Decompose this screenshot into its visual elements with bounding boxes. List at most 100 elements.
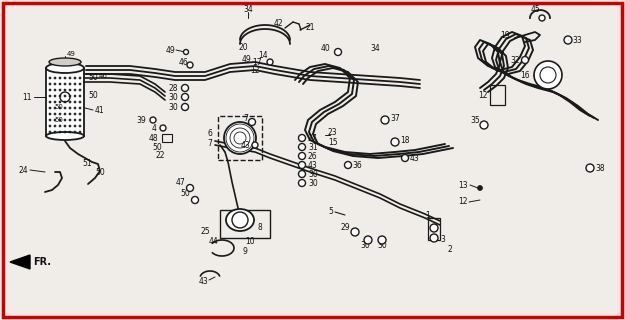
Circle shape [74, 89, 76, 91]
Circle shape [79, 107, 81, 109]
Text: FR.: FR. [33, 257, 51, 267]
Circle shape [79, 95, 81, 97]
Circle shape [430, 224, 438, 232]
Text: 50: 50 [54, 104, 63, 110]
Text: 49: 49 [67, 51, 76, 57]
Circle shape [79, 131, 81, 133]
Text: 30: 30 [168, 92, 178, 101]
Circle shape [54, 131, 56, 133]
Circle shape [79, 77, 81, 79]
Ellipse shape [46, 132, 84, 140]
Text: 17: 17 [253, 58, 262, 67]
Text: 41: 41 [95, 106, 104, 115]
Text: 12: 12 [459, 197, 468, 206]
Circle shape [79, 125, 81, 127]
Text: 8: 8 [258, 223, 262, 233]
Circle shape [299, 162, 306, 169]
Circle shape [54, 89, 56, 91]
Text: 34: 34 [370, 44, 380, 52]
Circle shape [351, 228, 359, 236]
Circle shape [79, 113, 81, 115]
Circle shape [150, 117, 156, 123]
Circle shape [344, 162, 351, 169]
Circle shape [54, 83, 56, 85]
Circle shape [540, 67, 556, 83]
Circle shape [60, 92, 70, 102]
Text: 27: 27 [308, 133, 318, 142]
Ellipse shape [46, 63, 84, 73]
Circle shape [49, 95, 51, 97]
Circle shape [181, 84, 189, 92]
Circle shape [299, 171, 306, 178]
Bar [218, 116, 262, 160]
Circle shape [69, 89, 71, 91]
Circle shape [191, 196, 199, 204]
Circle shape [521, 57, 529, 63]
Circle shape [184, 50, 189, 54]
Circle shape [49, 113, 51, 115]
Text: 2: 2 [448, 245, 452, 254]
Circle shape [54, 119, 56, 121]
Text: 12: 12 [479, 91, 488, 100]
Text: 49: 49 [241, 54, 251, 63]
Circle shape [534, 61, 562, 89]
Text: 30: 30 [360, 242, 370, 251]
Circle shape [69, 113, 71, 115]
Circle shape [267, 59, 273, 65]
Circle shape [430, 234, 438, 242]
Circle shape [64, 125, 66, 127]
Circle shape [224, 122, 256, 154]
Circle shape [59, 101, 61, 103]
Text: 6: 6 [207, 129, 212, 138]
Circle shape [181, 93, 189, 100]
Circle shape [74, 77, 76, 79]
Circle shape [54, 107, 56, 109]
Circle shape [54, 95, 56, 97]
Text: 50: 50 [95, 167, 105, 177]
Text: 24: 24 [18, 165, 28, 174]
Circle shape [586, 164, 594, 172]
Text: 38: 38 [595, 164, 604, 172]
Circle shape [539, 15, 545, 21]
Circle shape [59, 107, 61, 109]
Text: 12: 12 [251, 66, 260, 75]
Circle shape [69, 83, 71, 85]
Text: 48: 48 [148, 133, 158, 142]
Ellipse shape [49, 58, 81, 66]
Text: 30: 30 [308, 170, 318, 179]
Text: 45: 45 [530, 4, 540, 13]
Text: 9: 9 [242, 247, 248, 257]
Circle shape [480, 121, 488, 129]
Circle shape [381, 116, 389, 124]
Circle shape [54, 101, 56, 103]
Circle shape [49, 107, 51, 109]
Text: 4: 4 [151, 124, 156, 132]
Text: 46: 46 [178, 58, 188, 67]
Circle shape [54, 125, 56, 127]
Circle shape [49, 101, 51, 103]
Text: 19: 19 [501, 30, 510, 39]
Text: 50: 50 [88, 91, 98, 100]
Text: 46: 46 [99, 73, 108, 79]
Text: 1: 1 [426, 211, 431, 220]
Circle shape [49, 125, 51, 127]
Circle shape [69, 107, 71, 109]
Text: 21: 21 [306, 22, 316, 31]
Text: 13: 13 [458, 180, 468, 189]
Circle shape [74, 113, 76, 115]
Circle shape [69, 101, 71, 103]
Circle shape [49, 89, 51, 91]
Text: 43: 43 [308, 161, 318, 170]
Circle shape [64, 101, 66, 103]
Bar [428, 218, 440, 240]
Circle shape [69, 77, 71, 79]
Circle shape [249, 118, 256, 125]
Text: 47: 47 [175, 178, 185, 187]
Circle shape [79, 89, 81, 91]
Text: 34: 34 [243, 4, 253, 13]
Circle shape [49, 83, 51, 85]
Circle shape [232, 212, 248, 228]
Circle shape [64, 77, 66, 79]
Text: 7: 7 [243, 114, 248, 123]
Bar [490, 85, 505, 105]
